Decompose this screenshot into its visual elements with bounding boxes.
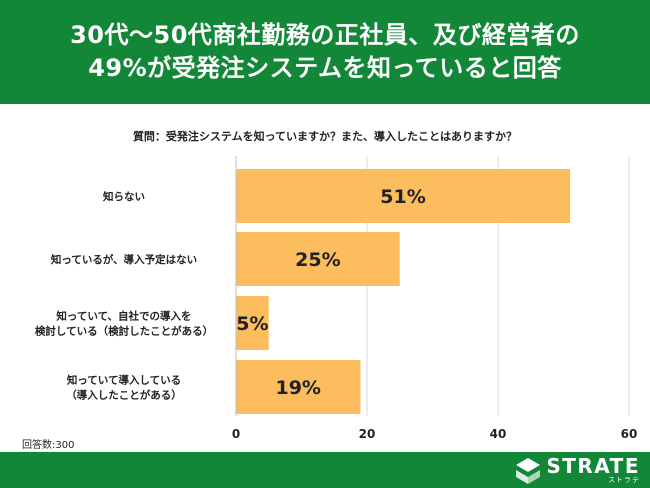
- bar-3: [236, 360, 361, 414]
- chart-question: 質問：受発注システムを知っていますか？また、導入したことはありますか？: [132, 130, 518, 143]
- x-tick-label-0: 0: [232, 427, 240, 441]
- x-tick-label-3: 60: [621, 427, 638, 441]
- x-tick-label-2: 40: [490, 427, 507, 441]
- title-line-2: 49%が受発注システムを知っていると回答: [88, 54, 562, 82]
- category-label-3-0: 知っていて導入している: [67, 374, 181, 387]
- bar-0: [236, 169, 571, 223]
- bar-2: [236, 296, 269, 350]
- bar-chart: 51% 知らない 25% 知っているが、導入予定はない 5% 知っていて、自社での導入を検…: [35, 156, 638, 441]
- bar-value-label-0: 51%: [380, 186, 425, 208]
- logo-word: STRATE: [546, 454, 640, 478]
- strate-logo-icon: [516, 457, 541, 484]
- category-label-2-1: 検討している（検討したことがある）: [35, 325, 213, 338]
- category-label-0-0: 知らない: [103, 190, 145, 203]
- header-banner: 30代〜50代商社勤務の正社員、及び経営者の 49%が受発注システムを知っている…: [0, 0, 650, 104]
- bar-value-label-2: 5%: [236, 313, 268, 335]
- bar-value-label-1: 25%: [295, 249, 340, 271]
- title-line-1: 30代〜50代商社勤務の正社員、及び経営者の: [70, 21, 580, 49]
- respondent-count: 回答数:300: [22, 440, 75, 451]
- x-tick-label-1: 20: [359, 427, 376, 441]
- bar-value-label-3: 19%: [275, 377, 320, 399]
- footer-bar: STRATE ストラテ: [0, 452, 650, 488]
- logo-kana: ストラテ: [608, 476, 640, 484]
- bar-1: [236, 232, 400, 286]
- category-label-1-0: 知っているが、導入予定はない: [51, 253, 197, 266]
- category-label-3-1: （導入したことがある）: [66, 389, 182, 402]
- category-label-2-0: 知っていて、自社での導入を: [56, 310, 191, 323]
- strate-logo: STRATE ストラテ: [515, 456, 640, 485]
